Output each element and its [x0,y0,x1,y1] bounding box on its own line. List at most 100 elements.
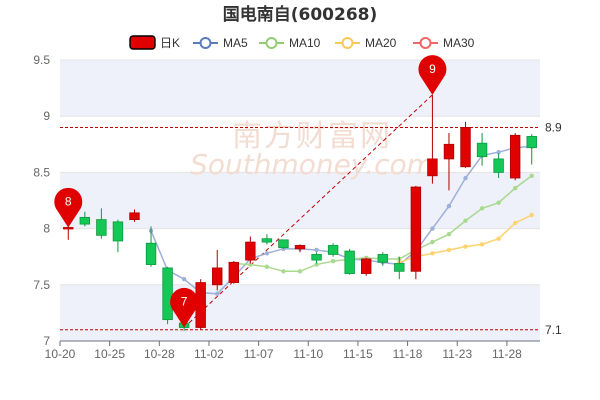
ma10-point [248,262,253,267]
ma10-point [479,206,485,211]
ma10-point [463,218,468,223]
candle-11-17 [394,256,405,280]
candle-11-22 [443,133,455,191]
candle-body [261,238,273,243]
legend-marker [419,37,432,49]
candle-body [112,221,124,242]
y-tick-label: 9 [43,109,50,123]
candle-body [327,245,339,255]
candle-11-24 [476,133,488,166]
candle-body [129,212,140,221]
candle-10-28 [162,266,173,325]
candle-body [245,241,256,261]
ma20-point [496,236,501,241]
candle-11-07 [261,234,273,245]
candle-11-02 [212,249,223,291]
ma5-point [181,276,187,282]
ma10-point [297,269,303,274]
candle-body [509,134,521,179]
candle-body [476,142,488,158]
candle-body [311,254,322,261]
legend-item-ma20: MA20 [335,36,397,50]
ma5-point [264,251,270,256]
mark-lines-layer: 8.9 7.1 [60,120,562,337]
ma5-point [215,291,220,296]
ma20-point [479,242,485,247]
candle-body [493,158,504,173]
candle-11-11 [327,243,339,257]
ma20-point [446,247,452,253]
ma10-point [529,173,534,178]
watermark-en: Southmoney.com [190,148,434,181]
candle-11-21 [427,94,438,184]
grid-band [60,60,540,117]
legend-swatch-daily [129,35,156,50]
ma5-line [150,145,532,295]
ma5-point [314,247,319,253]
candle-11-04 [245,236,256,264]
candle-body [344,250,355,274]
ma10-point [314,262,319,267]
candle-11-23 [460,121,471,168]
grid [60,59,540,342]
candle-body [278,239,289,249]
legend-marker [199,37,212,49]
candle-10-21 [79,211,91,227]
x-tick-label: 11-10 [293,347,323,361]
mark-point-8: 8 [54,187,83,228]
candle-11-14 [344,248,355,275]
candle-body [377,254,388,263]
pin-label: 9 [429,62,436,76]
mark-line-label: 7.1 [545,323,562,337]
x-tick-label: 11-15 [343,347,373,361]
candle-body [443,143,455,160]
candle-body [294,245,306,250]
candle-11-18 [410,185,422,280]
y-tick-label: 8.5 [33,165,50,179]
ma10-point [281,269,286,274]
mark-line-7.1: 7.1 [60,323,562,337]
mark-points-layer: 8 7 9 [54,55,447,328]
candle-body [526,136,537,149]
ma5-point [446,203,452,209]
legend-label: MA5 [223,36,248,50]
ma5-point [496,149,501,155]
ma20-point [430,251,435,256]
candle-body [361,258,372,274]
ma10-point [264,264,270,270]
candle-11-03 [228,261,239,284]
legend-item-ma5: MA5 [193,36,248,50]
candle-body [63,227,74,230]
y-tick-label: 8 [43,222,50,236]
candle-body [79,216,91,225]
chart-title: 国电南自(600268) [223,4,378,25]
candle-body [212,267,223,286]
legend-item-ma10: MA10 [259,36,321,50]
candle-11-16 [377,252,388,266]
ma10-point [330,258,336,264]
pin-shape [54,187,83,228]
mark-line-8.9: 8.9 [60,120,562,134]
mark-point-9: 9 [418,55,447,95]
mark-point-7: 7 [170,287,199,328]
x-tick-label: 10-28 [144,347,175,361]
candle-body [460,127,471,168]
trend-line [183,94,433,328]
mark-line-label: 8.9 [545,120,562,134]
y-tick-label: 7.5 [33,278,50,292]
legend-label: 日K [160,36,180,50]
ma10-point [430,239,435,245]
candle-11-09 [294,244,306,253]
candle-body [228,261,239,283]
legend-label: MA30 [443,36,475,50]
ma5-point [430,226,435,231]
candle-10-26 [129,209,140,222]
grid-band [60,172,540,229]
candle-11-15 [361,257,372,276]
chart-legend: 日K MA5 MA10 MA20 MA30 [129,35,475,50]
x-tick-label: 11-18 [393,347,423,361]
candles-layer [63,94,537,331]
x-tick-label: 10-20 [45,347,76,361]
candle-11-25 [493,153,504,179]
candle-10-25 [112,219,124,253]
